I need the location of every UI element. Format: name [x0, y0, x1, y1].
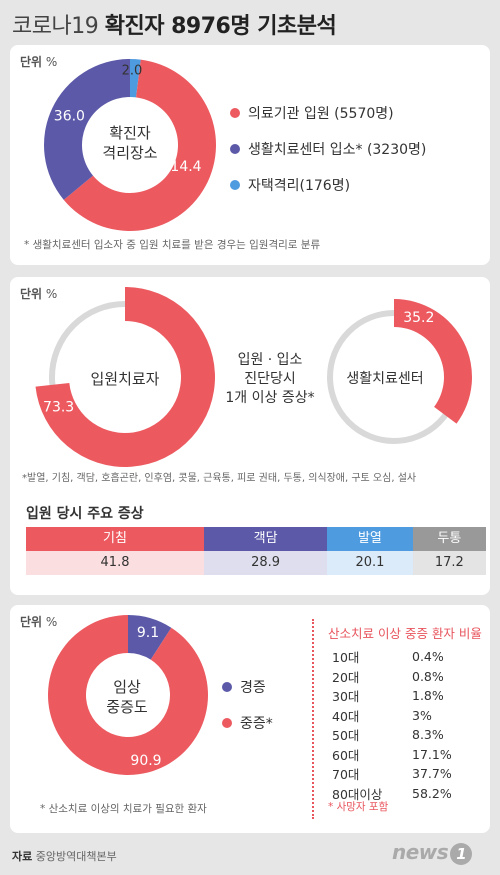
symptom-value-label: 20.1 — [327, 551, 413, 575]
slice-value-label: 36.0 — [54, 108, 85, 124]
legend-item-mild: 경증 — [222, 669, 273, 705]
symptom-category-label: 객담 — [204, 527, 328, 551]
isolation-donut-chart: 36.0 2.0 14.4 — [43, 59, 216, 232]
ratio-cell: 58.2% — [412, 785, 452, 801]
donut-slice-2 — [130, 59, 141, 98]
inpatient-center-label: 입원치료자 — [90, 370, 160, 388]
source: 자료 중앙방역대책본부 — [12, 850, 117, 863]
death-note: * 사망자 포함 — [328, 801, 389, 813]
age-cell: 80대이상 — [332, 786, 383, 802]
symptom-bar-1: 객담 28.9 — [204, 527, 328, 575]
age-cell: 60대 — [332, 747, 360, 763]
news1-logo: news 1 — [392, 840, 473, 865]
slice-value-label: 14.4 — [170, 159, 201, 175]
symptom-bar-title: 입원 당시 주요 증상 — [26, 506, 144, 522]
legend-item-center: 생활치료센터 입소* (3230명) — [230, 131, 426, 167]
symptom-panel: 단위 % 73.3 35.2 입원치료자 입원 · 입소 진단당시 1개 이상 증… — [10, 277, 490, 595]
symptom-note: *발열, 기침, 객담, 호흡곤란, 인후염, 콧물, 근육통, 피로 권태, … — [22, 473, 417, 484]
table-row: 60대 17.1% — [332, 745, 452, 765]
slice-value-label: 90.9 — [130, 753, 161, 769]
table-row: 80대이상 58.2% — [332, 784, 452, 804]
unit-label: 단위 % — [20, 287, 58, 301]
symptom-mid-label: 입원 · 입소 진단당시 1개 이상 증상* — [225, 352, 315, 406]
slice-value-label: 2.0 — [122, 64, 143, 79]
ratio-cell: 1.8% — [412, 688, 444, 704]
isolation-note: * 생활치료센터 입소자 중 입원 치료를 받은 경우는 입원격리로 분류 — [24, 239, 321, 251]
symptom-value-label: 17.2 — [412, 551, 486, 575]
symptom-bar-chart: 기침 41.8 객담 28.9 발열 20.1 두통 17.2 — [26, 527, 486, 575]
severity-donut-chart: 9.1 90.9 — [48, 615, 208, 775]
symptom-bar-2: 발열 20.1 — [327, 527, 413, 575]
purple-dot-icon — [230, 144, 240, 154]
legend-item-severe: 중증* — [222, 705, 273, 741]
severity-center-label: 임상 중증도 — [106, 678, 148, 716]
divider-line — [312, 619, 314, 819]
blue-dot-icon — [230, 180, 240, 190]
symptom-category-label: 발열 — [327, 527, 413, 551]
donut-slice-1 — [43, 59, 130, 200]
table-row: 30대 1.8% — [332, 686, 452, 706]
ratio-cell: 0.4% — [412, 649, 444, 665]
donut-slice-0 — [128, 615, 172, 660]
isolation-place-panel: 단위 % 36.0 2.0 14.4 확진자 격리장소 의료기관 입원 (5570명… — [10, 45, 490, 265]
age-cell: 40대 — [332, 708, 360, 724]
red-dot-icon — [230, 108, 240, 118]
center-center-label: 생활치료센터 — [346, 371, 424, 387]
severity-legend: 경증 중증* — [222, 669, 273, 741]
age-cell: 70대 — [332, 767, 360, 783]
ring-value-arc-1 — [35, 287, 216, 467]
legend-item-home: 자택격리(176명) — [230, 167, 426, 203]
isolation-legend: 의료기관 입원 (5570명) 생활치료센터 입소* (3230명) 자택격리(… — [230, 95, 426, 203]
table-row: 50대 8.3% — [332, 725, 452, 745]
severe-ratio-title: 산소치료 이상 중증 환자 비율 — [328, 626, 482, 641]
symptom-category-label: 기침 — [26, 527, 205, 551]
table-row: 70대 37.7% — [332, 764, 452, 784]
age-cell: 10대 — [332, 650, 360, 666]
severity-panel: 단위 % 9.1 90.9 임상 중증도 경증 중증* * 산소치료 이상의 치료… — [10, 605, 490, 833]
ratio-cell: 37.7% — [412, 766, 452, 782]
symptom-bar-0: 기침 41.8 — [26, 527, 205, 575]
table-row: 10대 0.4% — [332, 647, 452, 667]
age-cell: 30대 — [332, 689, 360, 705]
ratio-cell: 8.3% — [412, 727, 444, 743]
isolation-center-label: 확진자 격리장소 — [102, 124, 158, 162]
table-row: 20대 0.8% — [332, 667, 452, 687]
ratio-cell: 3% — [412, 707, 432, 723]
ratio-cell: 0.8% — [412, 668, 444, 684]
severe-ratio-table: 10대 0.4% 20대 0.8% 30대 1.8% 40대 3% 50대 8.3% 60대 17.1… — [332, 647, 452, 803]
donut-slice-0 — [63, 59, 216, 232]
symptom-bar-3: 두통 17.2 — [412, 527, 486, 575]
ring-value-label: 35.2 — [403, 310, 434, 326]
ring-value-label: 73.3 — [43, 399, 74, 415]
table-row: 40대 3% — [332, 706, 452, 726]
page-title: 코로나19 확진자 8976명 기초분석 — [12, 14, 337, 39]
purple-dot-icon — [222, 682, 232, 692]
legend-item-hospital: 의료기관 입원 (5570명) — [230, 95, 426, 131]
unit-label: 단위 % — [20, 55, 58, 69]
red-dot-icon — [222, 718, 232, 728]
symptom-value-label: 28.9 — [204, 551, 328, 575]
age-cell: 50대 — [332, 728, 360, 744]
donut-slice-1 — [48, 615, 208, 775]
symptom-donut-charts: 73.3 35.2 — [35, 287, 472, 467]
age-cell: 20대 — [332, 669, 360, 685]
severity-note: * 산소치료 이상의 치료가 필요한 환자 — [40, 803, 207, 815]
symptom-category-label: 두통 — [412, 527, 486, 551]
unit-label: 단위 % — [20, 615, 58, 629]
symptom-value-label: 41.8 — [26, 551, 205, 575]
ratio-cell: 17.1% — [412, 746, 452, 762]
ring-value-arc-2 — [394, 299, 472, 424]
slice-value-label: 9.1 — [137, 625, 159, 641]
